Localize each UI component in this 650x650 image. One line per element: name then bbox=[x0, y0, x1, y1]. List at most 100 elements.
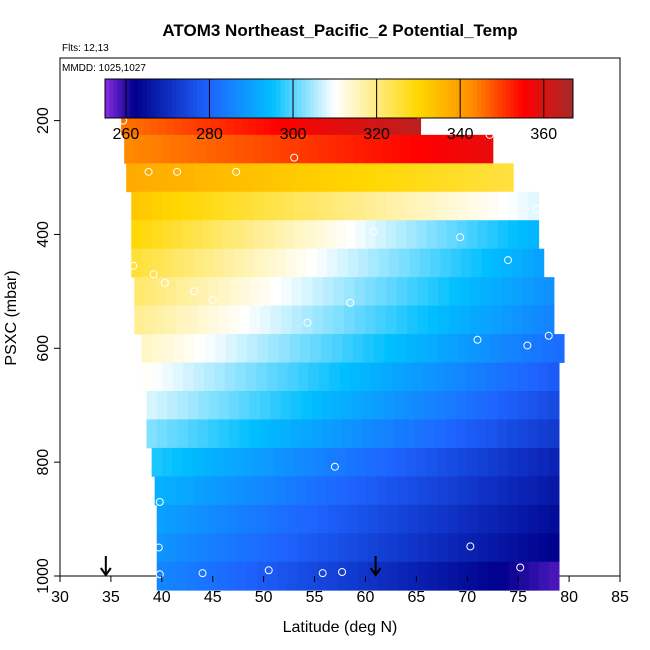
data-point bbox=[155, 498, 164, 506]
heatmap-cell bbox=[270, 277, 282, 307]
heatmap-cell bbox=[352, 334, 364, 363]
heatmap-cell bbox=[308, 106, 317, 136]
colorbar-cell bbox=[368, 79, 373, 118]
heatmap-cell bbox=[233, 220, 244, 250]
heatmap-cell bbox=[417, 277, 429, 307]
heatmap-cell bbox=[302, 277, 314, 307]
heatmap-cell bbox=[207, 134, 217, 164]
heatmap-cell bbox=[188, 106, 197, 136]
heatmap-cell bbox=[488, 476, 499, 506]
heatmap-cell bbox=[180, 106, 190, 136]
heatmap-cell bbox=[176, 277, 188, 307]
heatmap-cell bbox=[326, 476, 338, 506]
heatmap-cell bbox=[528, 476, 540, 506]
heatmap-cell bbox=[275, 248, 287, 278]
heatmap-cell bbox=[164, 476, 176, 506]
heatmap-cell bbox=[507, 391, 519, 420]
colorbar-cell bbox=[547, 79, 553, 118]
heatmap-cell bbox=[517, 419, 529, 449]
heatmap-cell bbox=[543, 277, 555, 307]
heatmap-cell bbox=[508, 191, 519, 221]
heatmap-cell bbox=[477, 191, 489, 221]
heatmap-cell bbox=[233, 191, 244, 221]
heatmap-cell bbox=[437, 134, 448, 164]
heatmap-cell bbox=[523, 248, 534, 278]
heatmap-cell bbox=[342, 391, 354, 420]
heatmap-cell bbox=[355, 447, 367, 477]
heatmap-cell bbox=[299, 134, 310, 164]
heatmap-cell bbox=[333, 305, 345, 335]
colorbar-cell bbox=[176, 79, 181, 118]
heatmap-cell bbox=[512, 248, 524, 278]
heatmap-cell bbox=[265, 476, 277, 506]
heatmap-cell bbox=[280, 134, 291, 164]
heatmap-cell bbox=[426, 334, 438, 363]
heatmap-cell bbox=[367, 561, 379, 591]
y-tick-label: 200 bbox=[35, 107, 52, 134]
data-point bbox=[532, 204, 541, 213]
heatmap-cell bbox=[457, 476, 469, 506]
heatmap-cell bbox=[311, 419, 323, 449]
heatmap-row bbox=[156, 504, 560, 534]
heatmap-cell bbox=[396, 305, 408, 335]
heatmap-cell bbox=[459, 305, 471, 335]
heatmap-cell bbox=[416, 191, 428, 221]
data-point bbox=[318, 569, 327, 578]
heatmap-cell bbox=[271, 134, 282, 164]
heatmap-cell bbox=[182, 447, 193, 477]
colorbar-cell bbox=[280, 79, 286, 118]
heatmap-cell bbox=[267, 561, 278, 591]
heatmap-cell bbox=[538, 391, 550, 420]
heatmap-cell bbox=[398, 533, 409, 563]
colorbar-tick-label: 340 bbox=[447, 126, 474, 143]
heatmap-cell bbox=[347, 504, 359, 534]
heatmap-cell bbox=[498, 476, 509, 506]
heatmap-cell bbox=[249, 419, 261, 449]
heatmap-cell bbox=[233, 106, 242, 136]
heatmap-cell bbox=[287, 362, 299, 392]
colorbar-cell bbox=[284, 79, 290, 118]
heatmap-cell bbox=[286, 476, 297, 506]
heatmap-cell bbox=[418, 504, 429, 534]
data-point bbox=[456, 233, 465, 242]
heatmap-cell bbox=[281, 277, 293, 307]
heatmap-cell bbox=[497, 191, 509, 221]
colorbar-cell bbox=[351, 79, 357, 118]
heatmap-cell bbox=[538, 533, 550, 563]
heatmap-cell bbox=[141, 362, 153, 392]
heatmap-cell bbox=[193, 248, 205, 278]
colorbar-cell bbox=[343, 79, 348, 118]
data-point bbox=[155, 570, 164, 579]
heatmap-cell bbox=[490, 334, 502, 363]
data-point bbox=[544, 331, 553, 340]
heatmap-cell bbox=[161, 191, 173, 221]
heatmap-cell bbox=[210, 106, 219, 136]
heatmap-cell bbox=[459, 277, 471, 307]
heatmap-cell bbox=[218, 419, 230, 449]
heatmap-cell bbox=[407, 476, 419, 506]
heatmap-cell bbox=[183, 362, 195, 392]
colorbar-cell bbox=[422, 79, 428, 118]
heatmap-cell bbox=[527, 419, 539, 449]
colorbar-cell bbox=[326, 79, 332, 118]
heatmap-cell bbox=[249, 305, 261, 335]
heatmap-cell bbox=[215, 476, 227, 506]
heatmap-cell bbox=[278, 106, 287, 136]
heatmap-cell bbox=[455, 163, 466, 193]
colorbar-cell bbox=[134, 79, 139, 118]
heatmap-cell bbox=[243, 191, 255, 221]
date-label: MMDD: 1025,1027 bbox=[62, 63, 146, 74]
heatmap-cell bbox=[518, 504, 530, 534]
heatmap-cell bbox=[440, 248, 452, 278]
heatmap-cell bbox=[394, 334, 407, 363]
data-point bbox=[254, 298, 263, 307]
heatmap-cell bbox=[277, 561, 289, 591]
heatmap-cell bbox=[480, 277, 492, 307]
colorbar-cell bbox=[418, 79, 424, 118]
data-point bbox=[330, 462, 339, 471]
heatmap-row bbox=[146, 419, 560, 449]
heatmap-cell bbox=[217, 504, 228, 534]
heatmap-cell bbox=[232, 163, 243, 193]
heatmap-cell bbox=[500, 334, 512, 363]
colorbar-cell bbox=[117, 79, 123, 118]
